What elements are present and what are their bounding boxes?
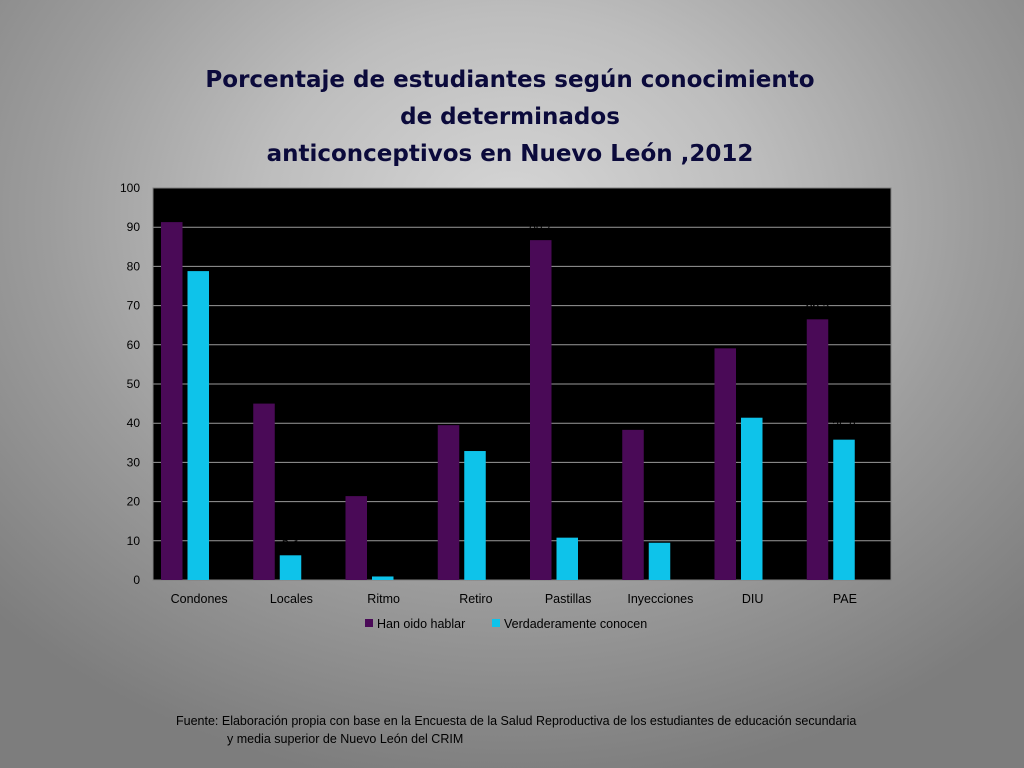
- source-line-1: Fuente: Elaboración propia con base en l…: [176, 714, 857, 728]
- x-tick-label-condones: Condones: [171, 592, 228, 606]
- x-tick-label-ritmo: Ritmo: [367, 592, 400, 606]
- data-label-retiro-series-2: 32,9: [463, 430, 487, 444]
- legend-label-series-2: Verdaderamente conocen: [504, 617, 647, 631]
- data-label-locales-series-2: 6,3: [282, 534, 299, 548]
- y-tick-label-60: 60: [127, 338, 141, 352]
- x-tick-label-locales: Locales: [270, 592, 313, 606]
- data-label-inyecciones-series-1: 38,3: [621, 409, 645, 423]
- y-tick-label-20: 20: [127, 495, 141, 509]
- y-tick-label-80: 80: [127, 259, 141, 273]
- x-tick-label-retiro: Retiro: [459, 592, 492, 606]
- bar-pae-series-2: [833, 439, 855, 580]
- bar-ritmo-series-1: [345, 496, 367, 580]
- data-label-pastillas-series-1: 86,7: [529, 219, 553, 233]
- bar-pae-series-1: [806, 319, 829, 580]
- source-line-2: y media superior de Nuevo León del CRIM: [227, 732, 464, 746]
- bar-inyecciones-series-1: [622, 429, 644, 580]
- source-note: Fuente: Elaboración propia con base en l…: [176, 712, 996, 748]
- x-tick-label-pastillas: Pastillas: [545, 592, 592, 606]
- data-label-ritmo-series-1: 21,4: [345, 475, 369, 489]
- bar-condones-series-2: [187, 271, 209, 580]
- chart-title-line-3: anticonceptivos en Nuevo León ,2012: [266, 141, 754, 167]
- data-label-condones-series-2: 78,8: [187, 250, 211, 264]
- y-tick-label-70: 70: [127, 299, 141, 313]
- y-tick-label-50: 50: [127, 377, 141, 391]
- bar-ritmo-series-2: [372, 576, 394, 580]
- bar-diu-series-2: [741, 417, 763, 580]
- x-tick-label-pae: PAE: [833, 592, 857, 606]
- y-tick-label-100: 100: [120, 181, 140, 195]
- chart-title-line-1: Porcentaje de estudiantes según conocimi…: [205, 67, 815, 93]
- plot-border: [152, 187, 892, 581]
- data-label-diu-series-2: 41,4: [740, 397, 764, 411]
- bar-pastillas-series-2: [556, 537, 578, 580]
- bar-inyecciones-series-2: [648, 542, 671, 580]
- y-tick-label-90: 90: [127, 220, 141, 234]
- data-label-locales-series-1: 45: [257, 383, 271, 397]
- data-label-retiro-series-1: 39,5: [437, 404, 461, 418]
- y-tick-label-0: 0: [133, 573, 140, 587]
- legend-swatch-series-2: [492, 619, 500, 627]
- bar-pastillas-series-1: [530, 240, 552, 581]
- bar-locales-series-1: [253, 403, 275, 580]
- bar-retiro-series-2: [464, 451, 486, 580]
- bar-locales-series-2: [279, 555, 302, 580]
- data-label-pastillas-series-2: 10,8: [556, 517, 580, 531]
- data-label-diu-series-1: 59,1: [714, 327, 738, 341]
- y-tick-label-40: 40: [127, 416, 141, 430]
- data-label-pae-series-1: 66,5: [806, 298, 830, 312]
- y-tick-label-30: 30: [127, 455, 141, 469]
- legend-label-series-1: Han oido hablar: [377, 617, 465, 631]
- chart-title-line-2: de determinados: [400, 104, 620, 130]
- bar-condones-series-1: [161, 222, 183, 580]
- bar-retiro-series-1: [437, 425, 460, 580]
- data-label-ritmo-series-2: 0,9: [374, 555, 391, 569]
- data-label-condones-series-1: 91,3: [160, 201, 184, 215]
- chart-title: Porcentaje de estudiantes según conocimi…: [130, 62, 890, 173]
- x-tick-label-diu: DIU: [742, 592, 764, 606]
- bar-diu-series-1: [714, 348, 736, 580]
- x-tick-label-inyecciones: Inyecciones: [627, 592, 693, 606]
- y-tick-label-10: 10: [127, 534, 141, 548]
- bar-chart: 0 10 20 30 40 50 60 70 80 90 100 91,3 78,8 Condones 45…: [120, 181, 892, 631]
- legend-swatch-series-1: [365, 619, 373, 627]
- data-label-pae-series-2: 35,8: [832, 419, 856, 433]
- data-label-inyecciones-series-2: 9,5: [651, 522, 668, 536]
